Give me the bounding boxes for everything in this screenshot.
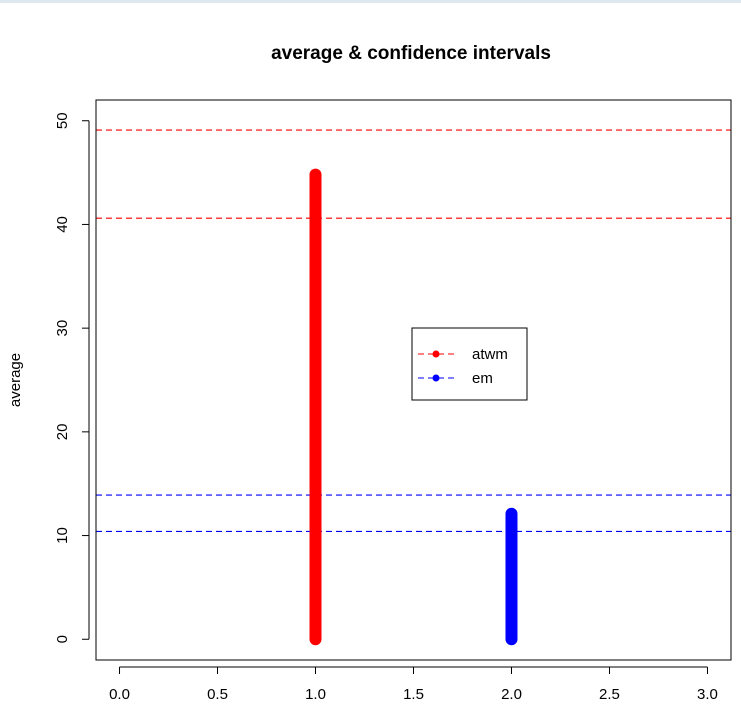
x-tick-label: 2.0 bbox=[501, 686, 522, 703]
y-tick-label: 40 bbox=[54, 216, 71, 233]
y-tick-label: 20 bbox=[54, 424, 71, 441]
legend-box bbox=[411, 327, 528, 401]
window-top-strip bbox=[0, 0, 741, 3]
x-axis: 0.0 0.5 1.0 1.5 2.0 2.5 3.0 bbox=[109, 666, 718, 703]
interval-bars bbox=[309, 168, 518, 646]
legend-label-atwm: atwm bbox=[472, 346, 508, 363]
y-tick-label: 50 bbox=[54, 112, 71, 129]
x-tick-label: 0.0 bbox=[109, 686, 130, 703]
legend: atwm em bbox=[411, 327, 528, 401]
y-axis-label: average bbox=[7, 353, 24, 407]
y-axis: 0 10 20 30 40 50 bbox=[54, 112, 90, 643]
plot-frame bbox=[95, 99, 732, 661]
y-tick-label: 30 bbox=[54, 320, 71, 337]
reference-lines bbox=[96, 129, 731, 532]
x-tick-label: 2.5 bbox=[599, 686, 620, 703]
legend-marker-em bbox=[432, 374, 440, 382]
legend-label-em: em bbox=[472, 370, 493, 387]
y-tick-label: 10 bbox=[54, 527, 71, 544]
x-tick-label: 0.5 bbox=[207, 686, 228, 703]
x-tick-label: 3.0 bbox=[697, 686, 718, 703]
y-tick-label: 0 bbox=[54, 635, 71, 643]
x-tick-label: 1.0 bbox=[305, 686, 326, 703]
x-tick-label: 1.5 bbox=[403, 686, 424, 703]
legend-marker-atwm bbox=[432, 350, 440, 358]
chart-title: average & confidence intervals bbox=[271, 43, 551, 64]
